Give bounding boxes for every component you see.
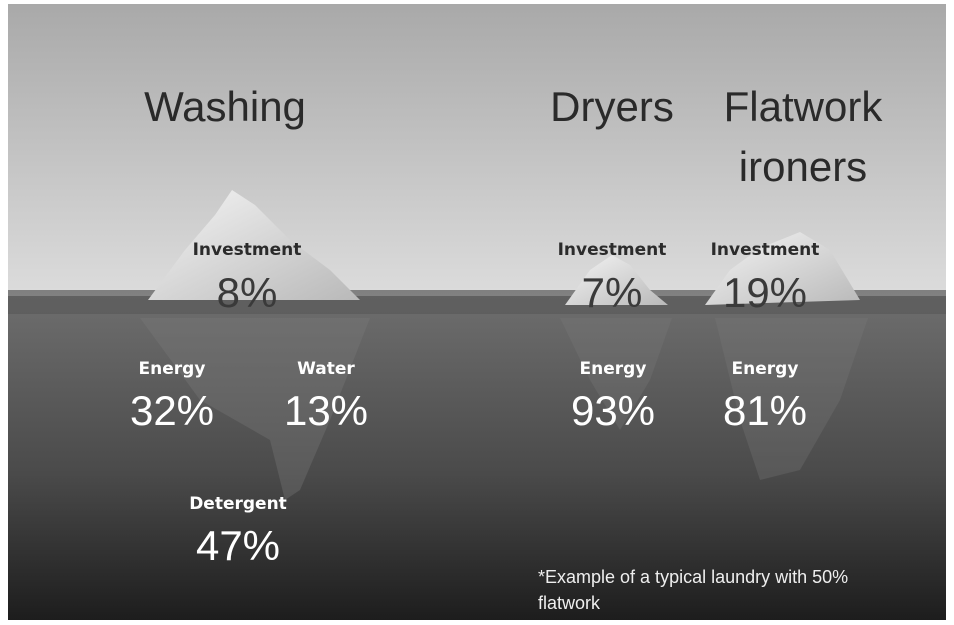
cost-value: 81%	[723, 387, 807, 434]
cost-value: 7%	[582, 269, 643, 316]
cost-value: 13%	[284, 387, 368, 434]
cost-label: Investment	[558, 240, 667, 260]
cost-value: 19%	[723, 269, 807, 316]
footnote: *Example of a typical laundry with 50%	[538, 567, 848, 587]
cost-label: Detergent	[189, 494, 287, 514]
cost-label: Water	[297, 359, 355, 379]
section-title: ironers	[739, 143, 867, 190]
section-title: Flatwork	[724, 83, 884, 130]
cost-value: 8%	[217, 269, 278, 316]
footnote: flatwork	[538, 593, 601, 613]
cost-value: 32%	[130, 387, 214, 434]
cost-label: Energy	[580, 359, 647, 379]
section-title: Washing	[144, 83, 306, 130]
cost-label: Investment	[193, 240, 302, 260]
cost-value: 47%	[196, 522, 280, 569]
infographic: Washing Dryers Flatwork ironers Investme…	[0, 0, 954, 625]
cost-label: Investment	[711, 240, 820, 260]
section-title: Dryers	[550, 83, 674, 130]
cost-label: Energy	[732, 359, 799, 379]
cost-value: 93%	[571, 387, 655, 434]
cost-label: Energy	[139, 359, 206, 379]
